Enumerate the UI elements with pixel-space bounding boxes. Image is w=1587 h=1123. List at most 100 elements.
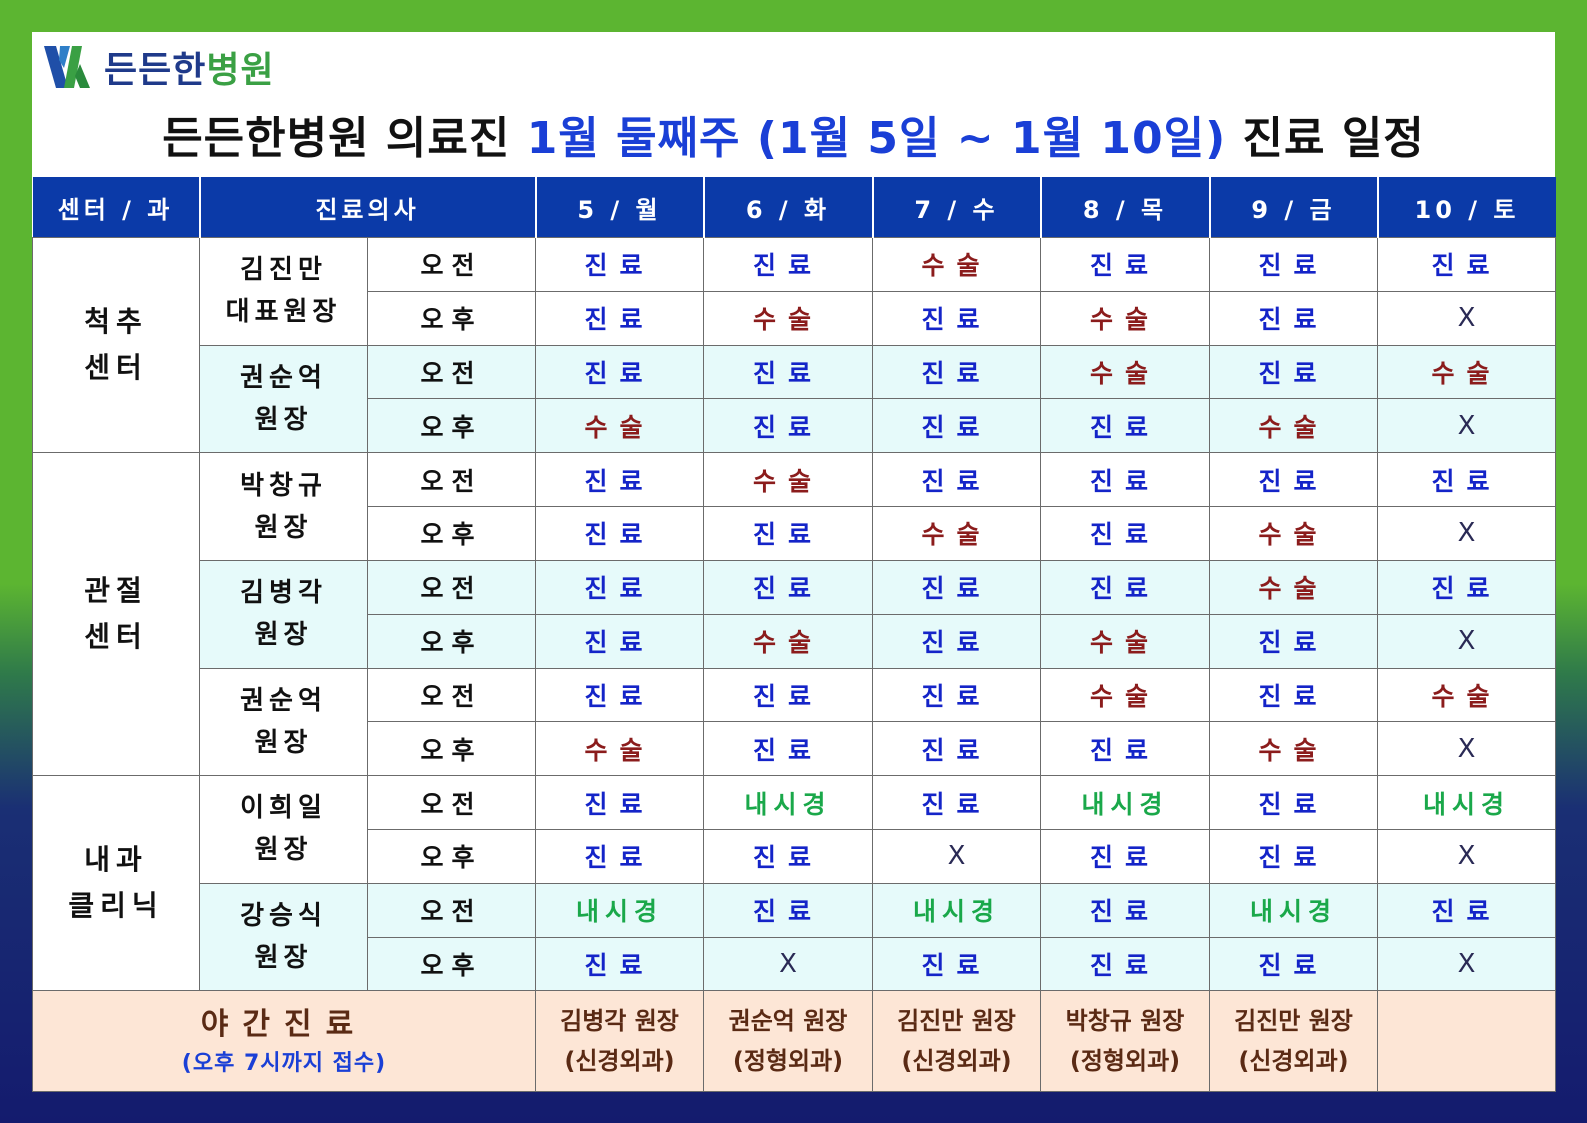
table-row: 오후 진료 X 진료 진료 진료 X [33, 936, 1557, 992]
status-cell: 내시경 [535, 882, 705, 938]
status-cell: 수술 [1209, 559, 1379, 615]
status-cell: 진료 [703, 828, 874, 884]
status-cell: 진료 [703, 506, 874, 561]
doctor-name-cell: 이희일 원장 [199, 775, 368, 884]
status-cell: X [872, 828, 1042, 884]
status-cell: 수술 [1377, 344, 1557, 400]
status-cell: 진료 [872, 452, 1042, 508]
status-cell: 진료 [872, 398, 1042, 454]
status-cell: 진료 [703, 667, 874, 723]
night-doctor-dept: (신경외과) [564, 1047, 675, 1076]
period-cell: 오전 [366, 775, 537, 830]
center-name-line: 센터 [84, 351, 148, 385]
status-cell: 진료 [1209, 775, 1379, 830]
center-name-cell: 척추 센터 [32, 236, 200, 454]
table-row: 권순억 원장 오전 진료 진료 진료 수술 진료 수술 [33, 667, 1557, 777]
table-row: 오후 수술 진료 진료 진료 수술 X [33, 721, 1557, 777]
status-cell: 내시경 [1377, 775, 1557, 830]
status-cell: X [1377, 398, 1557, 454]
period-cell: 오후 [366, 398, 537, 454]
status-cell: 진료 [1209, 452, 1379, 508]
night-doctor-name: 김진만 원장 [1234, 1007, 1353, 1036]
status-cell: 진료 [1209, 936, 1379, 992]
status-cell: 수술 [872, 237, 1042, 292]
status-cell: 내시경 [1040, 775, 1211, 830]
schedule-table: 센터 / 과 진료의사 5 / 월 6 / 화 7 / 수 8 / 목 9 / … [31, 177, 1557, 1092]
status-cell: 진료 [535, 828, 705, 884]
status-cell: 수술 [535, 398, 705, 454]
status-cell: X [1377, 290, 1557, 346]
period-cell: 오전 [366, 452, 537, 508]
status-cell: 진료 [535, 344, 705, 400]
status-cell: X [1377, 506, 1557, 561]
status-cell: 수술 [703, 452, 874, 508]
doctor-title-line: 대표원장 [225, 297, 342, 328]
status-cell: X [1377, 828, 1557, 884]
status-cell: 수술 [1209, 398, 1379, 454]
table-row: 내과 클리닉 이희일 원장 오전 진료 내시경 진료 내시경 진료 내시경 [32, 775, 1557, 992]
period-cell: 오전 [366, 882, 537, 938]
doctor-title-line: 원장 [254, 620, 313, 651]
doctor-name-cell: 김병각 원장 [199, 559, 368, 669]
doctor-title-line: 원장 [254, 727, 313, 758]
status-cell: 진료 [1209, 667, 1379, 723]
doctor-name-line: 권순억 [240, 685, 327, 716]
status-cell: 진료 [872, 721, 1042, 777]
night-doctor-name: 권순억 원장 [728, 1007, 848, 1036]
doctor-title-line: 원장 [254, 404, 313, 435]
status-cell: X [703, 936, 874, 992]
doctor-title-line: 원장 [254, 835, 313, 866]
status-cell: 진료 [872, 344, 1042, 400]
status-cell: 진료 [872, 290, 1042, 346]
status-cell: 수술 [703, 613, 874, 669]
status-cell: 진료 [535, 613, 705, 669]
status-cell: 진료 [872, 559, 1042, 615]
doctor-title-line: 원장 [254, 512, 313, 543]
period-cell: 오후 [366, 290, 537, 346]
schedule-body: 척추 센터 김진만 대표원장 오전 진료 진료 수술 진료 진료 진료 오후 진료 수술 진료 수술 진료 X 권순… [31, 236, 1557, 1092]
status-cell: 수술 [703, 290, 874, 346]
night-doctor-cell: 김진만 원장 (신경외과) [1209, 990, 1379, 1092]
status-cell: 진료 [1209, 290, 1379, 346]
night-doctor-dept: (정형외과) [732, 1047, 844, 1076]
table-row: 김병각 원장 오전 진료 진료 진료 진료 수술 진료 [33, 559, 1557, 669]
status-cell: 진료 [1377, 452, 1557, 508]
header-day: 9 / 금 [1209, 177, 1379, 238]
doctor-name-line: 권순억 [240, 362, 327, 393]
table-row: 오후 수술 진료 진료 진료 수술 X [33, 398, 1557, 454]
doctor-name-cell: 강승식 원장 [199, 882, 368, 992]
night-label: 야간진료 [200, 1007, 368, 1043]
doctor-title-line: 원장 [254, 943, 313, 974]
period-cell: 오후 [366, 721, 537, 777]
period-cell: 오후 [366, 613, 537, 669]
center-name-line: 내과 [84, 843, 148, 877]
night-label-cell: 야간진료 (오후 7시까지 접수) [31, 990, 537, 1092]
doctor-name-cell: 김진만 대표원장 [199, 237, 368, 346]
night-doctor-cell: 김진만 원장 (신경외과) [872, 990, 1042, 1092]
status-cell: 진료 [703, 721, 874, 777]
page-title: 든든한병원 의료진 1월 둘째주 (1월 5일 ~ 1월 10일) 진료 일정 [162, 113, 1425, 164]
night-doctor-name: 박창규 원장 [1065, 1007, 1185, 1036]
night-doctor-cell: 김병각 원장 (신경외과) [535, 990, 705, 1092]
night-doctor-name: 김진만 원장 [897, 1007, 1016, 1036]
status-cell: 진료 [1040, 936, 1211, 992]
hospital-logo: 든든한병원 [42, 44, 275, 91]
table-row: 관절 센터 박창규 원장 오전 진료 수술 진료 진료 진료 진료 [32, 452, 1557, 777]
period-cell: 오전 [366, 344, 537, 400]
table-row: 오후 진료 진료 X 진료 진료 X [33, 828, 1557, 884]
header-day: 8 / 목 [1040, 177, 1211, 238]
period-cell: 오후 [366, 936, 537, 992]
night-row: 야간진료 (오후 7시까지 접수) 김병각 원장 (신경외과) 권순억 원장 (정형… [31, 990, 1557, 1092]
period-cell: 오후 [366, 506, 537, 561]
status-cell: 내시경 [1209, 882, 1379, 938]
status-cell: 진료 [535, 936, 705, 992]
doctor-name-line: 박창규 [240, 470, 327, 501]
status-cell: 진료 [703, 559, 874, 615]
header-row: 센터 / 과 진료의사 5 / 월 6 / 화 7 / 수 8 / 목 9 / … [32, 177, 1556, 238]
status-cell: 진료 [1040, 452, 1211, 508]
center-name-line: 클리닉 [68, 889, 164, 923]
night-doctor-name: 김병각 원장 [560, 1007, 679, 1036]
status-cell: 진료 [535, 506, 705, 561]
